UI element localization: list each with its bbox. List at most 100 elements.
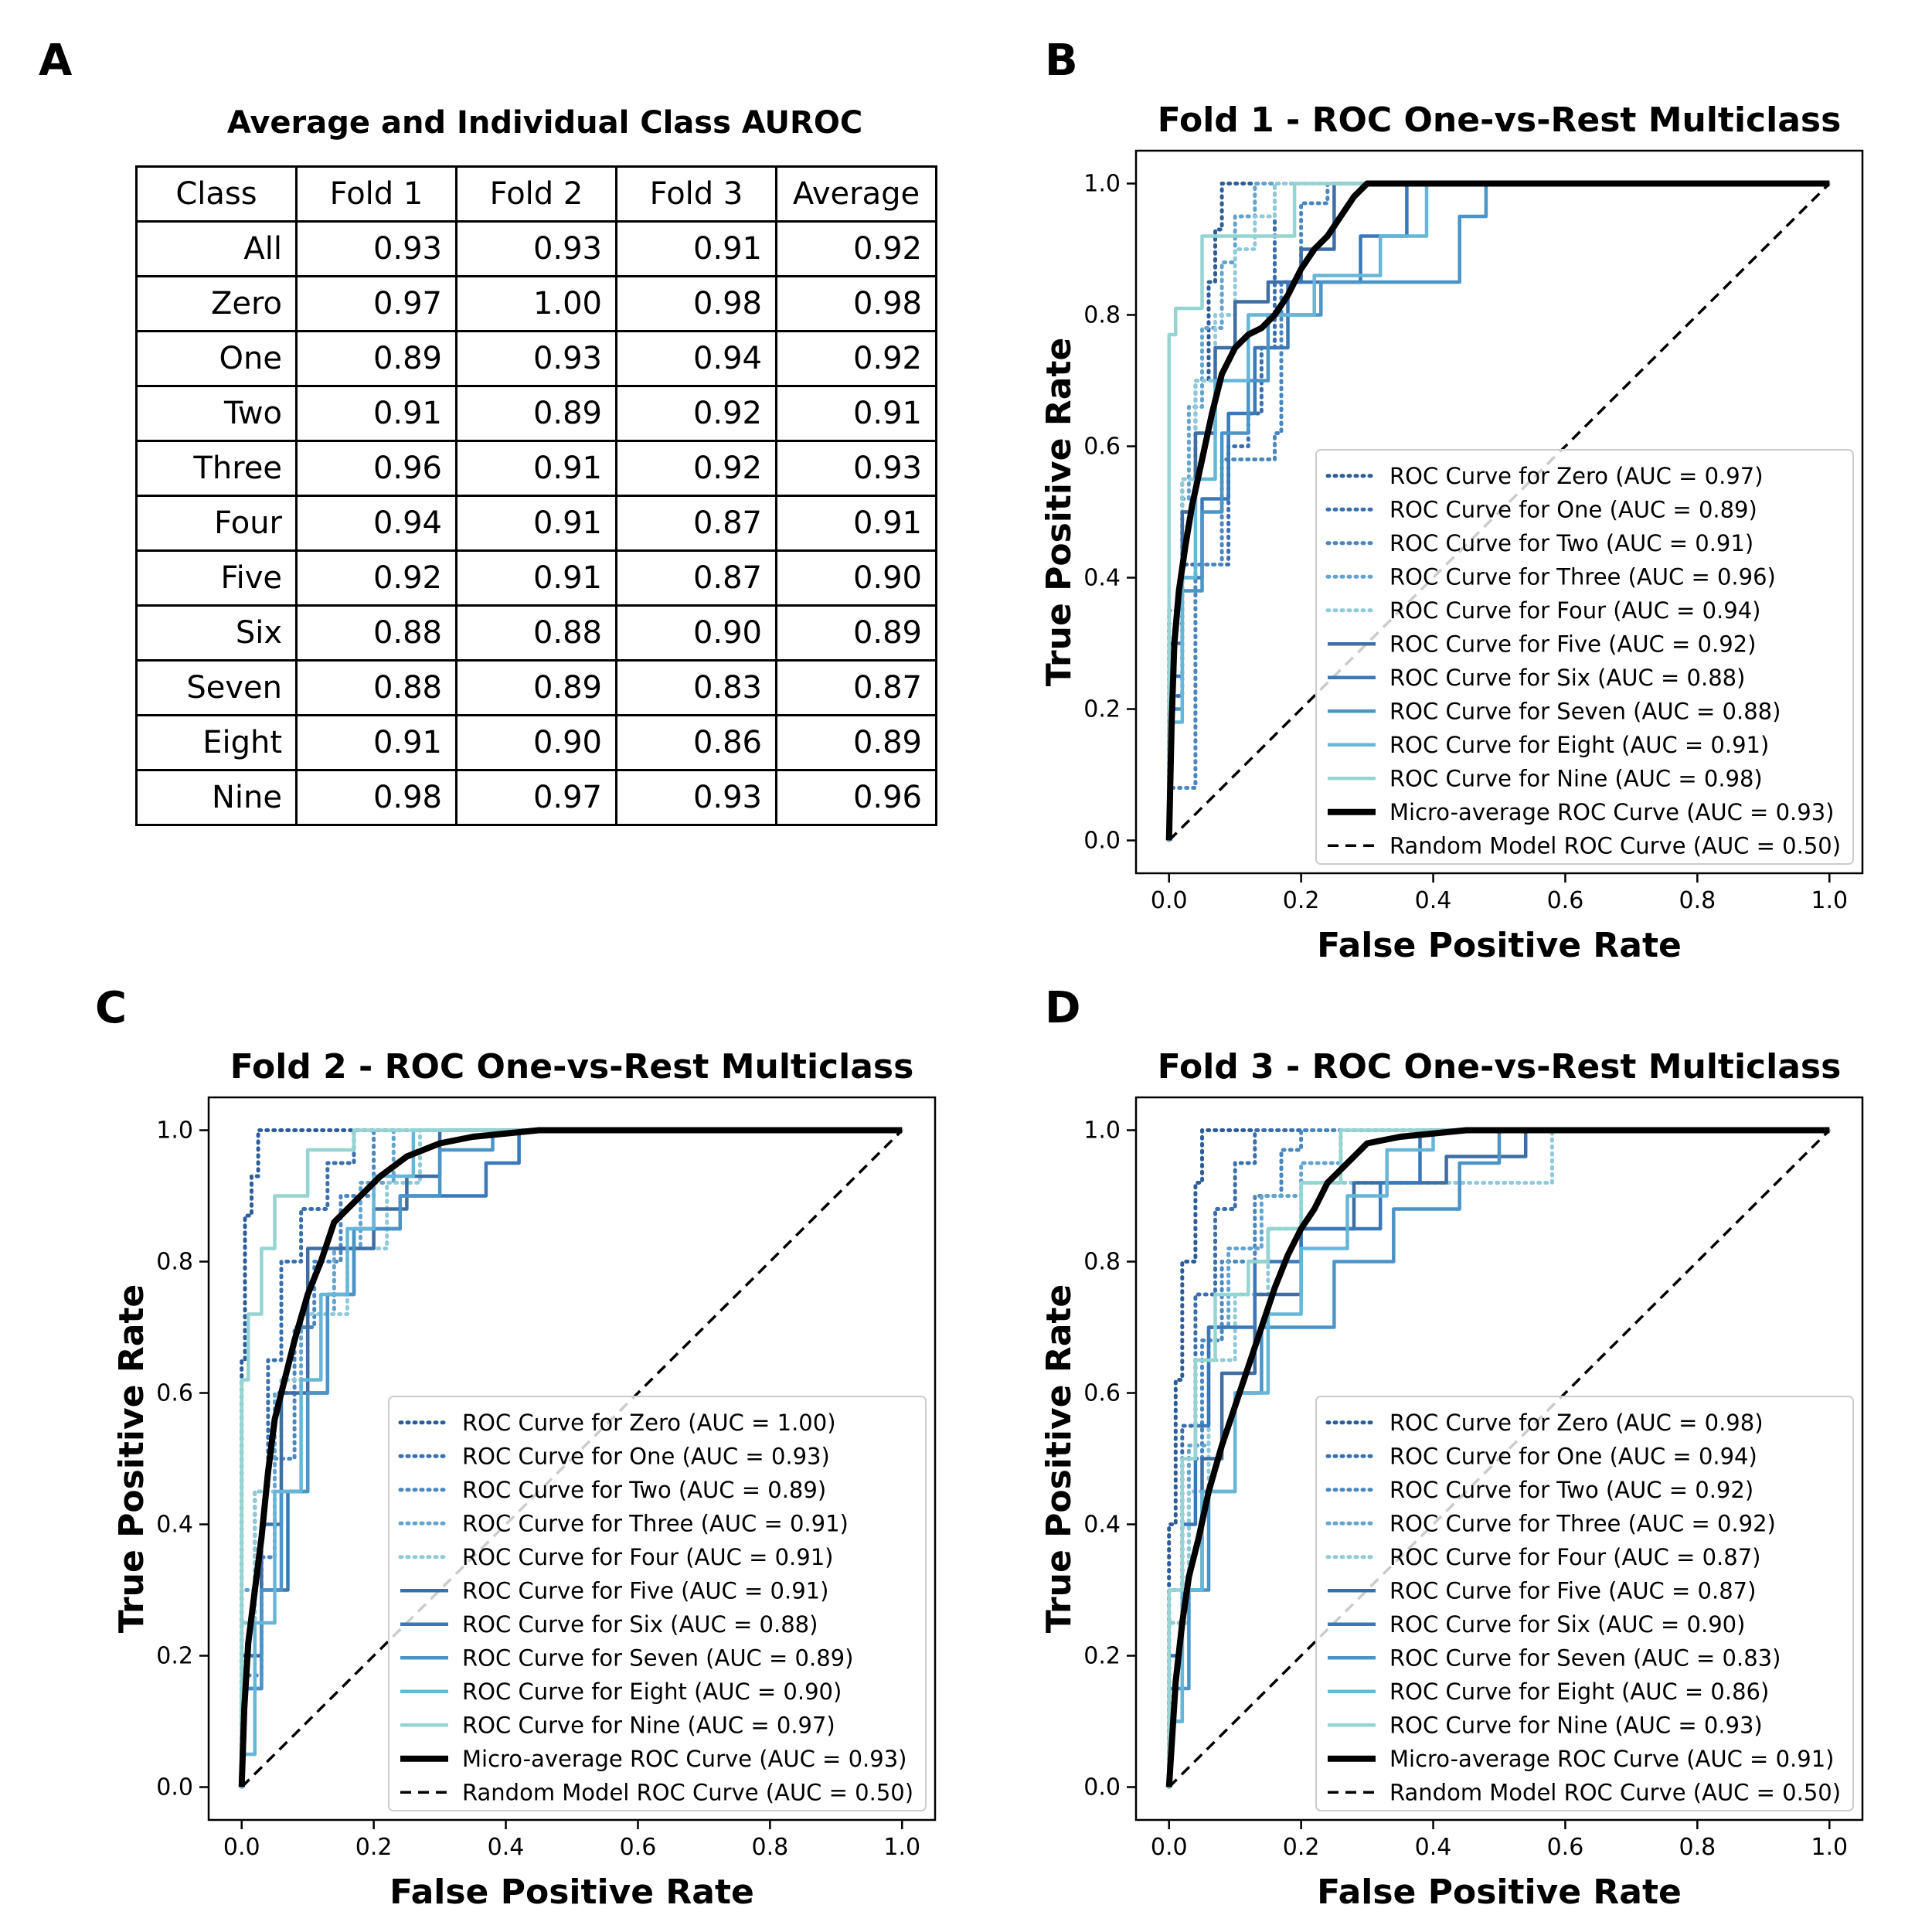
legend-box	[388, 1396, 927, 1811]
y-tick-label: 0.6	[156, 1380, 193, 1407]
table-cell: 0.93	[615, 769, 777, 826]
table-row-label: Two	[135, 385, 298, 442]
chart-title: Fold 1 - ROC One-vs-Rest Multiclass	[1158, 100, 1842, 140]
legend-label: Micro-average ROC Curve (AUC = 0.93)	[1389, 799, 1834, 825]
series-line	[240, 1128, 903, 1787]
table-cell: 0.91	[295, 714, 457, 771]
x-tick-label: 0.0	[1151, 1834, 1188, 1861]
y-tick-label: 0.0	[1083, 1774, 1121, 1801]
legend-label: ROC Curve for Four (AUC = 0.91)	[462, 1544, 833, 1570]
y-tick-label: 0.8	[1083, 1249, 1121, 1276]
series-line	[1167, 1128, 1830, 1787]
x-tick-label: 1.0	[1811, 1834, 1848, 1861]
table-row-label: Nine	[135, 769, 298, 826]
y-tick-label: 0.8	[1083, 302, 1121, 329]
x-tick-label: 0.8	[752, 1834, 789, 1861]
table-header-cell: Class	[135, 165, 298, 223]
table-cell: 0.83	[615, 659, 777, 716]
table-header-cell: Fold 3	[615, 165, 777, 223]
table-cell: 0.98	[295, 769, 457, 826]
table-cell: 0.89	[775, 714, 937, 771]
axes-frame	[1134, 1096, 1864, 1821]
y-tick-label: 0.4	[1083, 1512, 1121, 1539]
table-row: Five 0.92 0.91 0.87 0.90	[135, 549, 937, 607]
table-cell: 0.96	[295, 440, 457, 497]
y-tick-label: 0.0	[156, 1774, 193, 1801]
x-tick-label: 0.8	[1679, 887, 1716, 914]
table-cell: 0.92	[615, 385, 777, 442]
x-tick-label: 0.2	[1283, 887, 1320, 914]
table-cell: 0.91	[455, 549, 617, 607]
y-tick-label: 0.8	[156, 1249, 193, 1276]
legend-label: ROC Curve for Four (AUC = 0.87)	[1389, 1544, 1760, 1570]
axes-frame	[207, 1096, 937, 1821]
table-row-label: Seven	[135, 659, 298, 716]
chart-title: Fold 3 - ROC One-vs-Rest Multiclass	[1158, 1047, 1842, 1087]
table-row-label: All	[135, 220, 298, 277]
table-header-cell: Fold 2	[455, 165, 617, 223]
table-row-label: Four	[135, 495, 298, 552]
table-cell: 0.93	[775, 440, 937, 497]
y-tick-label: 0.6	[1083, 434, 1121, 461]
y-tick-label: 1.0	[1083, 1117, 1121, 1145]
legend-label: ROC Curve for Seven (AUC = 0.83)	[1389, 1645, 1781, 1671]
table-cell: 0.89	[295, 330, 457, 387]
roc-chart-fold-1: Fold 1 - ROC One-vs-Rest Multiclass 0.0 0.…	[1039, 100, 1864, 965]
legend-label: ROC Curve for Eight (AUC = 0.91)	[1389, 732, 1769, 758]
axes-frame	[1134, 149, 1864, 875]
x-tick-label: 0.4	[488, 1834, 525, 1861]
table-cell: 0.98	[615, 275, 777, 332]
legend: ROC Curve for Zero (AUC = 0.97) ROC Curve…	[1315, 449, 1854, 865]
x-tick-label: 0.4	[1415, 1834, 1452, 1861]
legend-label: ROC Curve for Six (AUC = 0.90)	[1389, 1611, 1745, 1638]
table-row: Zero 0.97 1.00 0.98 0.98	[135, 275, 937, 332]
y-tick-label: 0.6	[1083, 1380, 1121, 1407]
x-tick-label: 0.0	[223, 1834, 260, 1861]
y-axis-label: True Positive Rate	[112, 1284, 151, 1634]
y-axis-label: True Positive Rate	[1039, 338, 1079, 687]
table-cell: 0.92	[295, 549, 457, 607]
x-tick-label: 0.2	[355, 1834, 393, 1861]
legend-label: ROC Curve for Zero (AUC = 0.97)	[1389, 463, 1764, 489]
table-row: One 0.89 0.93 0.94 0.92	[135, 330, 937, 387]
table-cell: 0.89	[455, 385, 617, 442]
table-cell: 0.90	[615, 604, 777, 662]
legend-label: ROC Curve for Four (AUC = 0.94)	[1389, 597, 1760, 624]
series-line	[1167, 182, 1832, 842]
chart-title: Fold 2 - ROC One-vs-Rest Multiclass	[230, 1047, 914, 1087]
table-cell: 0.88	[295, 659, 457, 716]
table-cell: 0.91	[775, 495, 937, 552]
series-line	[1165, 1127, 1830, 1787]
table-cell: 0.97	[455, 769, 617, 826]
table-cell: 0.89	[775, 604, 937, 662]
series-line	[238, 1127, 903, 1787]
series-line	[1167, 1128, 1832, 1789]
legend-label: Micro-average ROC Curve (AUC = 0.91)	[1389, 1746, 1834, 1772]
table-cell: 0.93	[455, 220, 617, 277]
plot-area	[1165, 180, 1832, 842]
legend-label: Micro-average ROC Curve (AUC = 0.93)	[462, 1746, 906, 1772]
auroc-table: Class Fold 1 Fold 2 Fold 3 Average All 0.93 0.9…	[135, 165, 937, 826]
table-row: Two 0.91 0.89 0.92 0.91	[135, 385, 937, 442]
table-cell: 0.92	[615, 440, 777, 497]
legend-label: Random Model ROC Curve (AUC = 0.50)	[462, 1779, 913, 1805]
table-row-label: Six	[135, 604, 298, 662]
legend-label: ROC Curve for Two (AUC = 0.92)	[1389, 1477, 1753, 1503]
table-cell: 0.90	[775, 549, 937, 607]
table-cell: 0.94	[295, 495, 457, 552]
series-line	[1167, 182, 1830, 841]
table-row: Seven 0.88 0.89 0.83 0.87	[135, 659, 937, 716]
table-row: Nine 0.98 0.97 0.93 0.96	[135, 769, 937, 826]
legend-label: ROC Curve for Two (AUC = 0.89)	[462, 1477, 826, 1503]
table-cell: 0.91	[615, 220, 777, 277]
x-axis-label: False Positive Rate	[1317, 926, 1682, 965]
legend-label: ROC Curve for Five (AUC = 0.91)	[462, 1577, 828, 1604]
legend-label: ROC Curve for Two (AUC = 0.91)	[1389, 530, 1753, 556]
table-cell: 0.92	[775, 330, 937, 387]
roc-chart-fold-3: Fold 3 - ROC One-vs-Rest Multiclass 0.0 0.…	[1039, 1047, 1864, 1912]
table-header-cell: Average	[775, 165, 937, 223]
table-cell: 0.91	[775, 385, 937, 442]
table-cell: 1.00	[455, 275, 617, 332]
table-cell: 0.91	[455, 495, 617, 552]
table-row: Four 0.94 0.91 0.87 0.91	[135, 495, 937, 552]
